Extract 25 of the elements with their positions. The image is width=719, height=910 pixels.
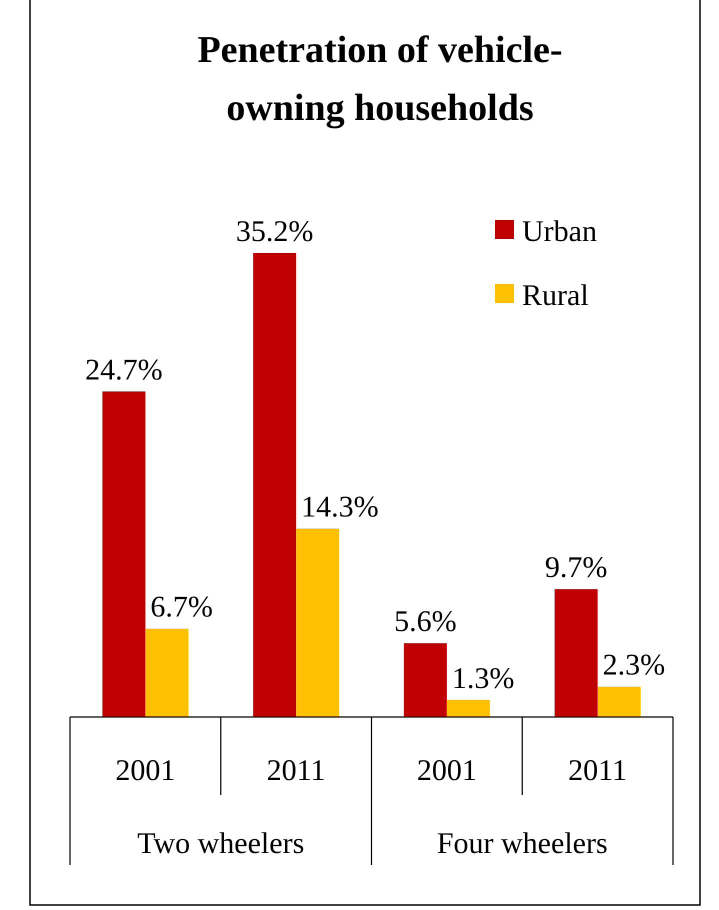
data-label: 1.3% — [452, 662, 514, 695]
bar — [296, 528, 340, 717]
bar — [598, 686, 641, 717]
text: Two wheelers — [137, 827, 304, 860]
bar — [253, 253, 296, 717]
legend-label: Rural — [522, 279, 589, 312]
x-tick-label: 2001 — [416, 754, 477, 787]
bar — [404, 643, 447, 717]
bar — [145, 628, 188, 717]
data-label: 14.3% — [301, 490, 379, 524]
data-label: 6.7% — [150, 590, 213, 624]
data-label: 5.6% — [394, 605, 457, 638]
chart-title: Penetration of vehicle-owning households — [197, 29, 563, 129]
data-label: 35.2% — [236, 215, 314, 248]
text: Four wheelers — [436, 827, 608, 860]
x-tick-label: 2001 — [115, 754, 176, 787]
x-tick-label: 2011 — [568, 754, 628, 787]
bar — [102, 391, 146, 717]
bar — [554, 589, 598, 717]
data-label: 9.7% — [544, 551, 608, 584]
legend-label: Urban — [522, 215, 597, 248]
bar — [446, 700, 490, 717]
data-label: 24.7% — [85, 353, 163, 386]
data-label: 2.3% — [602, 648, 666, 682]
x-tick-label: 2011 — [266, 754, 326, 787]
